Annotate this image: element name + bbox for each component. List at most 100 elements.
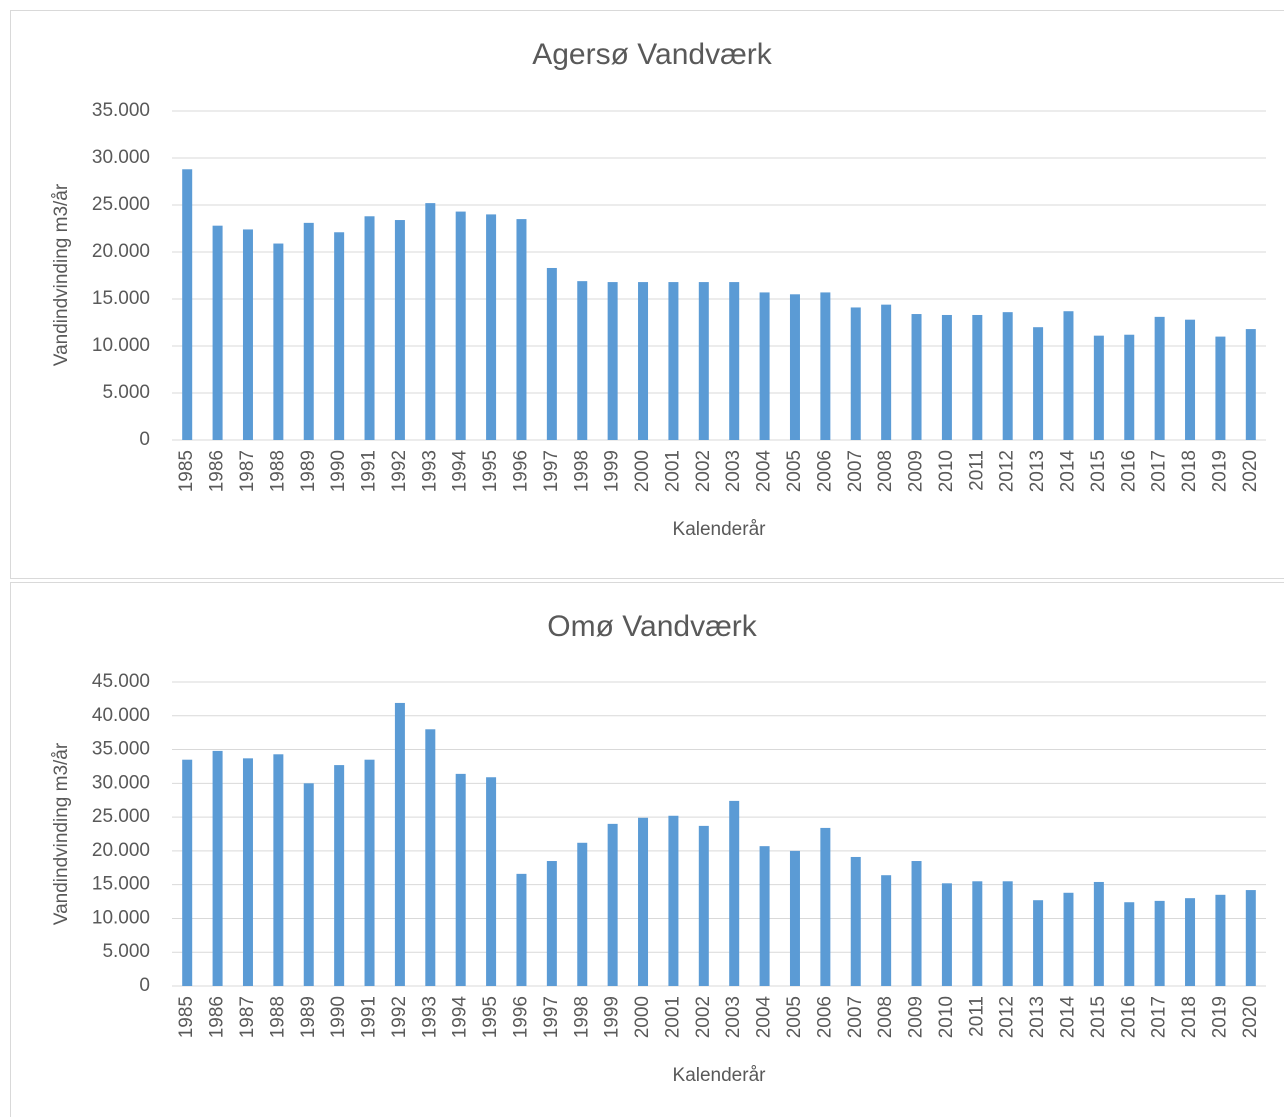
x-axis-label: Kalenderår bbox=[673, 1065, 767, 1086]
y-tick-label: 35.000 bbox=[92, 100, 150, 121]
bar bbox=[516, 873, 527, 986]
bar bbox=[820, 292, 831, 440]
bar bbox=[1185, 319, 1196, 440]
x-tick-label: 2010 bbox=[936, 996, 957, 1038]
x-tick-label: 2020 bbox=[1240, 996, 1261, 1038]
x-tick-label: 2009 bbox=[906, 996, 927, 1038]
bar bbox=[972, 314, 983, 440]
bar bbox=[1124, 334, 1135, 440]
x-tick-label: 1989 bbox=[298, 450, 319, 492]
chart-title: Omø Vandværk bbox=[547, 610, 757, 643]
bar bbox=[364, 216, 375, 440]
x-tick-label: 2013 bbox=[1027, 996, 1048, 1038]
bar bbox=[607, 823, 618, 986]
x-tick-label: 1992 bbox=[389, 450, 410, 492]
x-tick-label: 1991 bbox=[359, 996, 380, 1038]
y-tick-label: 15.000 bbox=[92, 288, 150, 309]
bar bbox=[850, 856, 861, 986]
x-tick-label: 2018 bbox=[1179, 450, 1200, 492]
bar bbox=[1124, 902, 1135, 986]
bar bbox=[242, 229, 253, 440]
x-tick-label: 1997 bbox=[541, 450, 562, 492]
x-tick-label: 1988 bbox=[267, 996, 288, 1038]
x-tick-label: 2014 bbox=[1057, 996, 1078, 1039]
y-tick-label: 5.000 bbox=[102, 941, 150, 962]
y-tick-label: 30.000 bbox=[92, 147, 150, 168]
x-tick-label: 1995 bbox=[480, 996, 501, 1038]
bar bbox=[577, 842, 588, 986]
x-tick-label: 2002 bbox=[693, 996, 714, 1038]
bar bbox=[789, 294, 800, 440]
x-tick-label: 1987 bbox=[237, 450, 258, 492]
x-tick-label: 1993 bbox=[419, 450, 440, 492]
x-tick-label: 2006 bbox=[814, 450, 835, 492]
y-tick-label: 20.000 bbox=[92, 241, 150, 262]
bar bbox=[1185, 898, 1196, 986]
bar bbox=[425, 729, 436, 986]
y-tick-label: 45.000 bbox=[92, 671, 150, 692]
x-tick-label: 1996 bbox=[510, 996, 531, 1038]
bar bbox=[364, 759, 375, 986]
y-tick-label: 10.000 bbox=[92, 907, 150, 928]
bar bbox=[273, 243, 284, 440]
bar bbox=[182, 759, 193, 986]
x-tick-label: 1994 bbox=[450, 450, 471, 493]
bar bbox=[1154, 316, 1165, 440]
bar bbox=[273, 754, 284, 986]
y-tick-label: 25.000 bbox=[92, 806, 150, 827]
x-tick-label: 2006 bbox=[814, 996, 835, 1038]
bar bbox=[1033, 327, 1044, 440]
x-tick-label: 2001 bbox=[662, 996, 683, 1038]
x-tick-label: 2009 bbox=[906, 450, 927, 492]
bar bbox=[334, 765, 345, 986]
x-tick-label: 2004 bbox=[754, 450, 775, 493]
x-tick-label: 1996 bbox=[510, 450, 531, 492]
x-tick-label: 2017 bbox=[1149, 450, 1170, 492]
bar bbox=[546, 267, 557, 440]
bar bbox=[698, 282, 709, 440]
x-tick-label: 1990 bbox=[328, 450, 349, 492]
x-tick-label: 1986 bbox=[207, 996, 228, 1038]
bar bbox=[881, 304, 892, 440]
y-tick-label: 35.000 bbox=[92, 739, 150, 760]
bar bbox=[1063, 892, 1074, 986]
x-tick-label: 1985 bbox=[176, 996, 197, 1038]
bar bbox=[1093, 335, 1104, 440]
y-tick-label: 30.000 bbox=[92, 772, 150, 793]
x-tick-label: 1991 bbox=[359, 450, 380, 492]
x-tick-label: 2011 bbox=[966, 450, 987, 491]
bar bbox=[638, 282, 649, 440]
x-tick-label: 1995 bbox=[480, 450, 501, 492]
x-axis-label: Kalenderår bbox=[673, 519, 767, 540]
bar bbox=[1245, 890, 1256, 986]
x-tick-label: 2011 bbox=[966, 996, 987, 1037]
bar bbox=[455, 773, 466, 986]
x-tick-label: 2008 bbox=[875, 450, 896, 492]
x-tick-label: 2017 bbox=[1149, 996, 1170, 1038]
y-tick-label: 5.000 bbox=[102, 382, 150, 403]
x-tick-label: 2014 bbox=[1057, 450, 1078, 493]
y-tick-label: 15.000 bbox=[92, 874, 150, 895]
bar bbox=[1245, 329, 1256, 440]
y-axis-label: Vandindvinding m3/år bbox=[51, 742, 72, 925]
bar bbox=[850, 307, 861, 440]
bar bbox=[881, 875, 892, 986]
x-tick-label: 2010 bbox=[936, 450, 957, 492]
x-tick-label: 2008 bbox=[875, 996, 896, 1038]
x-tick-label: 2000 bbox=[632, 450, 653, 492]
bar bbox=[1093, 881, 1104, 986]
x-tick-label: 1987 bbox=[237, 996, 258, 1038]
bar bbox=[546, 861, 557, 986]
bar bbox=[820, 827, 831, 986]
bar bbox=[212, 750, 223, 986]
bar bbox=[759, 846, 770, 986]
x-tick-label: 2019 bbox=[1209, 450, 1230, 492]
x-tick-label: 2000 bbox=[632, 996, 653, 1038]
x-tick-label: 2018 bbox=[1179, 996, 1200, 1038]
x-tick-label: 2012 bbox=[997, 996, 1018, 1038]
x-tick-label: 2015 bbox=[1088, 996, 1109, 1038]
bar bbox=[577, 281, 588, 440]
x-tick-label: 1999 bbox=[602, 450, 623, 492]
x-tick-label: 1989 bbox=[298, 996, 319, 1038]
x-tick-label: 2001 bbox=[662, 450, 683, 492]
